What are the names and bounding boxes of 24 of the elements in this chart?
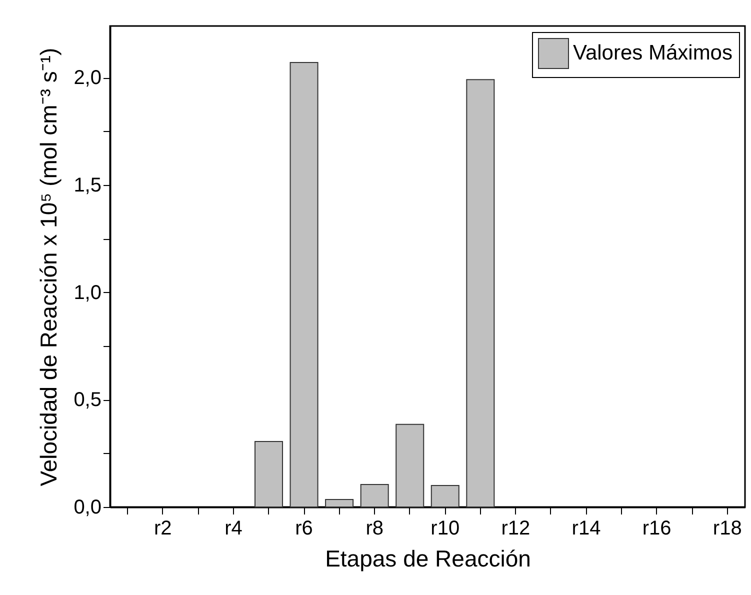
x-tick-label: r12 — [501, 518, 530, 540]
x-tick-label: r14 — [572, 518, 601, 540]
bar — [325, 498, 354, 508]
x-tick-label: r10 — [430, 518, 460, 540]
y-tick-label: 1,5 — [74, 174, 102, 196]
y-tick-label: 2,0 — [74, 67, 102, 90]
x-tick-label: r16 — [642, 518, 672, 540]
y-tick-label: 0,5 — [74, 389, 102, 412]
x-tick-label: r2 — [154, 518, 172, 540]
bar — [290, 62, 318, 508]
x-tick-label: r4 — [224, 518, 242, 540]
x-tick-label: r18 — [712, 518, 742, 540]
x-axis-title: Etapas de Reacción — [325, 546, 531, 572]
y-tick-label: 0,0 — [74, 496, 102, 518]
bar — [430, 485, 460, 508]
bar — [360, 484, 389, 508]
bar — [254, 441, 284, 508]
bar — [466, 79, 495, 508]
y-tick-label: 1,0 — [74, 282, 102, 304]
y-axis-title: Velocidad de Reacción x 10⁵ (mol cm⁻³ s⁻¹) — [36, 48, 62, 486]
x-tick-label: r8 — [366, 518, 384, 540]
x-tick-label: r6 — [295, 518, 313, 540]
bar — [396, 424, 424, 508]
legend-label: Valores Máximos — [573, 42, 732, 64]
